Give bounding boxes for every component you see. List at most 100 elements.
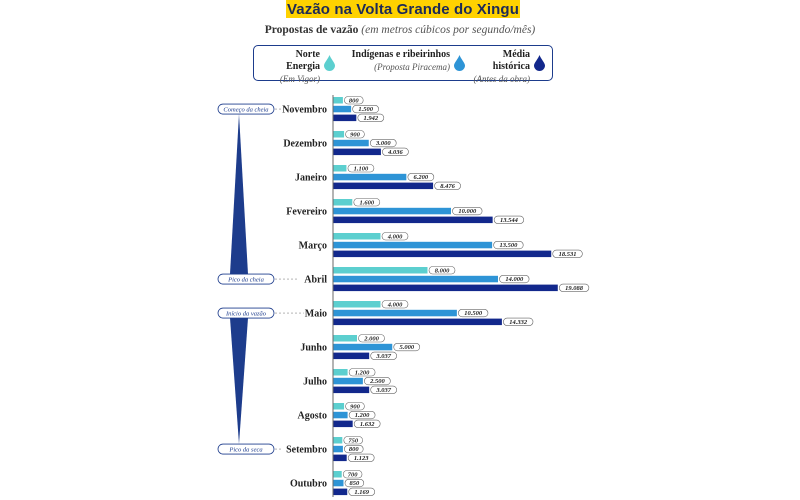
bar	[333, 335, 357, 342]
data-label: 2.000	[363, 335, 379, 342]
data-label: 6.200	[414, 174, 429, 181]
data-label: 1.200	[355, 412, 370, 419]
value-pill	[345, 130, 365, 139]
bar	[333, 216, 493, 224]
legend-sub: (Em Vigor)	[279, 74, 320, 84]
value-pill	[345, 402, 365, 411]
chart-subtitle: Propostas de vazão (em metros cúbicos po…	[0, 24, 800, 36]
legend-sub: (Antes da obra)	[473, 74, 531, 84]
legend-item-norte-energia: Norte Energia (Em Vigor)	[260, 49, 320, 85]
value-pill	[347, 453, 375, 462]
value-pill	[347, 164, 375, 173]
data-label: 1.500	[358, 106, 373, 113]
data-label: 4.036	[387, 149, 403, 156]
bar	[333, 352, 370, 360]
bar	[333, 420, 353, 428]
value-pill	[552, 249, 583, 258]
bar	[333, 148, 381, 156]
bar	[333, 173, 407, 181]
month-label: Outubro	[290, 479, 327, 490]
value-pill	[499, 274, 530, 284]
value-pill	[382, 147, 409, 156]
bar	[333, 131, 345, 138]
data-label: 3.037	[375, 387, 391, 394]
legend-name: Norte Energia	[286, 49, 320, 72]
value-pill	[458, 308, 489, 318]
data-label: 1.600	[359, 199, 374, 206]
month-label: Fevereiro	[286, 207, 327, 218]
data-label: 1.942	[364, 115, 379, 122]
value-pill	[407, 173, 435, 182]
data-label: 900	[350, 131, 361, 138]
bar	[333, 454, 347, 462]
bar	[333, 309, 457, 317]
data-label: 900	[350, 403, 361, 410]
value-pill	[344, 444, 364, 454]
bar	[333, 471, 342, 478]
bar	[333, 207, 451, 215]
bar	[333, 182, 434, 190]
phase-label: Começo da cheia	[223, 106, 268, 113]
month-label: Setembro	[286, 445, 327, 456]
value-pill	[344, 478, 365, 488]
bar	[333, 165, 347, 172]
bar	[333, 114, 357, 122]
bar	[333, 97, 343, 104]
value-pill	[434, 181, 461, 190]
data-label: 10.000	[458, 208, 477, 215]
bar	[333, 233, 381, 240]
data-label: 19.088	[565, 285, 584, 292]
month-label: Janeiro	[295, 173, 327, 184]
value-pill	[493, 241, 524, 250]
month-label: Julho	[303, 377, 327, 388]
data-label: 18.531	[559, 251, 577, 258]
value-pill	[381, 300, 409, 309]
data-label: 1.100	[354, 165, 369, 172]
data-label: 1.632	[360, 421, 375, 428]
bar	[333, 403, 345, 410]
data-label: 700	[348, 471, 359, 478]
value-pill	[370, 351, 397, 360]
water-drop-icon	[534, 55, 545, 71]
bar	[333, 275, 498, 283]
value-pill	[343, 436, 363, 445]
data-label: 3.037	[375, 353, 391, 360]
value-pill	[348, 368, 376, 377]
data-label: 13.544	[500, 217, 519, 224]
legend-item-indigenas: Indígenas e ribeirinhos (Proposta Pirace…	[346, 49, 450, 73]
month-label: Abril	[304, 275, 327, 286]
data-label: 850	[350, 480, 361, 487]
phase-pill	[217, 307, 275, 319]
data-label: 1.200	[355, 369, 370, 376]
month-label: Maio	[305, 309, 327, 320]
value-pill	[353, 419, 381, 428]
phase-wedge	[230, 114, 248, 275]
bar	[333, 199, 353, 206]
water-drop-icon	[324, 55, 335, 71]
data-label: 1.169	[354, 489, 369, 496]
value-pill	[344, 96, 364, 105]
phase-label: Pico da cheia	[227, 276, 264, 283]
data-label: 800	[349, 446, 360, 453]
data-label: 8.000	[435, 267, 450, 274]
value-pill	[357, 113, 385, 122]
value-pill	[428, 266, 456, 275]
subtitle-units: (em metros cúbicos por segundo/mês)	[361, 24, 536, 36]
value-pill	[381, 232, 409, 241]
data-label: 4.000	[387, 233, 403, 240]
phase-wedge	[230, 318, 248, 445]
bar	[333, 284, 558, 292]
bar	[333, 377, 363, 385]
value-pill	[348, 487, 376, 496]
data-label: 2.500	[369, 378, 385, 385]
value-pill	[369, 139, 397, 148]
value-pill	[352, 105, 379, 114]
bar	[333, 437, 343, 444]
legend-name: Média histórica	[492, 49, 530, 72]
bar	[333, 318, 502, 326]
bar	[333, 241, 493, 249]
month-label: Março	[299, 241, 327, 252]
data-label: 5.000	[399, 344, 414, 351]
value-pill	[353, 198, 381, 207]
